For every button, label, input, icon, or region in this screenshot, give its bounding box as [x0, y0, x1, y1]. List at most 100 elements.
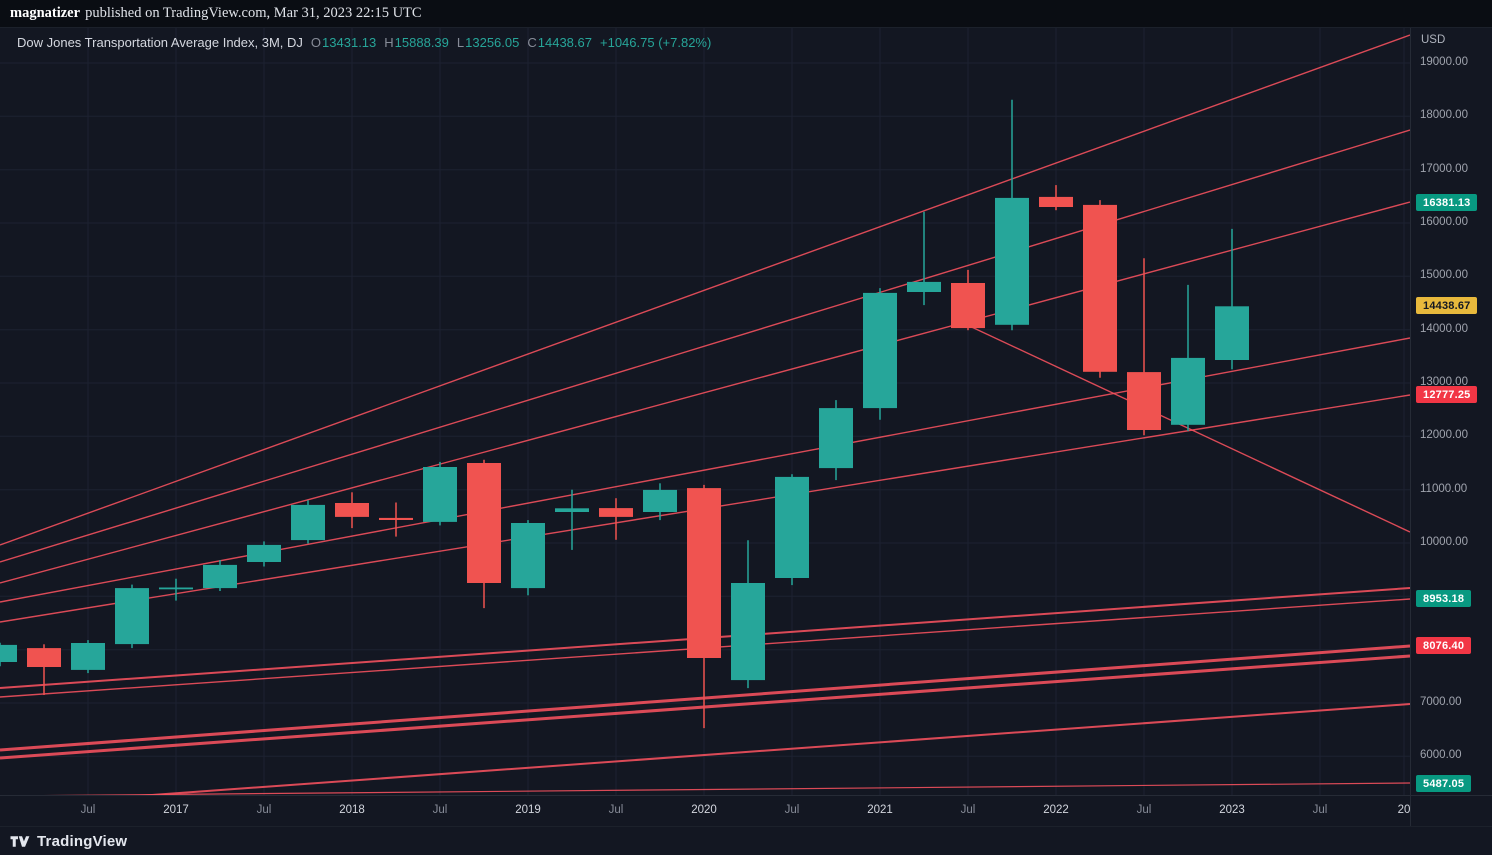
close-value: 14438.67 — [537, 35, 592, 50]
time-tick-label: Jul — [608, 804, 624, 816]
candle-body-2020Q1 — [687, 488, 721, 658]
publish-bar: magnatizer published on TradingView.com,… — [0, 0, 1492, 28]
price-badge: 8953.18 — [1416, 590, 1472, 607]
price-tick-label: 7000.00 — [1420, 696, 1462, 708]
candle-body-2020Q2 — [731, 583, 765, 681]
candle-body-2018Q4 — [467, 463, 501, 583]
candle-body-2019Q2 — [555, 508, 589, 512]
candlestick-chart[interactable] — [0, 28, 1410, 795]
price-axis[interactable]: USD 19000.00 18000.00 17000.00 16000.00 1500… — [1410, 28, 1492, 795]
time-tick-label: 20 — [1397, 804, 1410, 816]
time-axis[interactable]: Jul 2017 Jul 2018 Jul 2019 Jul 2020 Jul 2021 Jul 20… — [0, 795, 1410, 827]
logo-bar: TradingView — [0, 826, 1492, 855]
publisher-name: magnatizer — [10, 5, 81, 21]
trendline[interactable] — [0, 644, 1410, 752]
time-tick-label: Jul — [784, 804, 800, 816]
candle-body-2021Q1 — [863, 292, 897, 409]
trendline[interactable] — [962, 322, 1410, 533]
high-value: 15888.39 — [394, 35, 449, 50]
candle-body-2020Q3 — [775, 476, 809, 578]
price-tick-label: 15000.00 — [1420, 269, 1468, 281]
tradingview-logo-icon[interactable] — [9, 832, 30, 851]
legend-close: C 14438.67 — [527, 35, 592, 50]
high-label: H — [384, 35, 394, 50]
time-tick-label: Jul — [432, 804, 448, 816]
time-tick-label: Jul — [1136, 804, 1152, 816]
candle-body-2021Q2 — [907, 281, 941, 292]
candle-body-2021Q4 — [995, 197, 1029, 325]
price-tick-label: 12000.00 — [1420, 429, 1468, 441]
price-badge: 12777.25 — [1416, 386, 1478, 403]
publish-info: published on TradingView.com, Mar 31, 20… — [85, 5, 422, 21]
legend-low: L 13256.05 — [457, 35, 519, 50]
price-badge: 5487.05 — [1416, 775, 1472, 792]
candle-body-2022Q3 — [1127, 372, 1161, 430]
candle-body-2018Q2 — [379, 517, 413, 520]
chart-area[interactable]: Dow Jones Transportation Average Index, … — [0, 28, 1410, 795]
price-badge: 16381.13 — [1416, 194, 1478, 211]
price-tick-label: 16000.00 — [1420, 216, 1468, 228]
price-badge: 8076.40 — [1416, 637, 1472, 654]
time-tick-label: Jul — [256, 804, 272, 816]
price-tick-label: 17000.00 — [1420, 163, 1468, 175]
time-tick-label: Jul — [80, 804, 96, 816]
time-tick-label: 2023 — [1219, 804, 1245, 816]
time-tick-label: 2021 — [867, 804, 893, 816]
trendline[interactable] — [0, 782, 1410, 795]
candle-body-2016Q3 — [71, 643, 105, 670]
trendline[interactable] — [0, 129, 1410, 563]
candle-body-2023Q1 — [1215, 306, 1249, 360]
axis-corner — [1410, 795, 1492, 826]
trendline[interactable] — [0, 201, 1410, 584]
trendline[interactable] — [0, 703, 1410, 795]
symbol-legend[interactable]: Dow Jones Transportation Average Index, … — [17, 35, 711, 50]
time-tick-label: 2020 — [691, 804, 717, 816]
currency-label: USD — [1421, 34, 1446, 46]
time-tick-label: 2017 — [163, 804, 189, 816]
trendline[interactable] — [0, 34, 1410, 546]
candle-body-2020Q4 — [819, 408, 853, 469]
open-value: 13431.13 — [322, 35, 377, 50]
low-value: 13256.05 — [465, 35, 520, 50]
candle-body-2016Q4 — [115, 588, 149, 645]
close-label: C — [527, 35, 537, 50]
price-tick-label: 19000.00 — [1420, 56, 1468, 68]
symbol-title[interactable]: Dow Jones Transportation Average Index, … — [17, 35, 303, 50]
legend-open: O 13431.13 — [311, 35, 376, 50]
price-tick-label: 18000.00 — [1420, 109, 1468, 121]
candle-body-2021Q3 — [951, 283, 985, 329]
price-tick-label: 10000.00 — [1420, 536, 1468, 548]
candle-body-2017Q2 — [203, 564, 237, 589]
candle-body-2016Q1 — [0, 644, 17, 662]
candle-body-2019Q1 — [511, 523, 545, 589]
candle-body-2017Q4 — [291, 504, 325, 541]
open-label: O — [310, 35, 322, 50]
candle-body-2019Q4 — [643, 489, 677, 512]
low-label: L — [456, 35, 465, 50]
change-value: +1046.75 (+7.82%) — [600, 35, 712, 50]
candle-body-2018Q3 — [423, 467, 457, 522]
tradingview-logo-text[interactable]: TradingView — [37, 832, 128, 850]
price-tick-label: 6000.00 — [1420, 749, 1462, 761]
candle-body-2022Q4 — [1171, 357, 1205, 425]
time-tick-label: 2018 — [339, 804, 365, 816]
candle-body-2019Q3 — [599, 508, 633, 517]
time-tick-label: 2019 — [515, 804, 541, 816]
candle-body-2022Q1 — [1039, 196, 1073, 207]
trendline[interactable] — [0, 654, 1410, 760]
time-tick-label: Jul — [960, 804, 976, 816]
time-tick-label: 2022 — [1043, 804, 1069, 816]
candle-body-2016Q2 — [27, 648, 61, 667]
candle-body-2017Q3 — [247, 544, 281, 562]
price-tick-label: 14000.00 — [1420, 323, 1468, 335]
candle-body-2017Q1 — [159, 587, 193, 590]
legend-high: H 15888.39 — [384, 35, 449, 50]
candle-body-2022Q2 — [1083, 204, 1117, 372]
price-badge: 14438.67 — [1416, 297, 1478, 314]
price-tick-label: 13000.00 — [1420, 376, 1468, 388]
time-tick-label: Jul — [1312, 804, 1328, 816]
grid-layer — [0, 28, 1410, 795]
price-tick-label: 11000.00 — [1420, 483, 1468, 495]
candles-layer — [0, 99, 1249, 729]
